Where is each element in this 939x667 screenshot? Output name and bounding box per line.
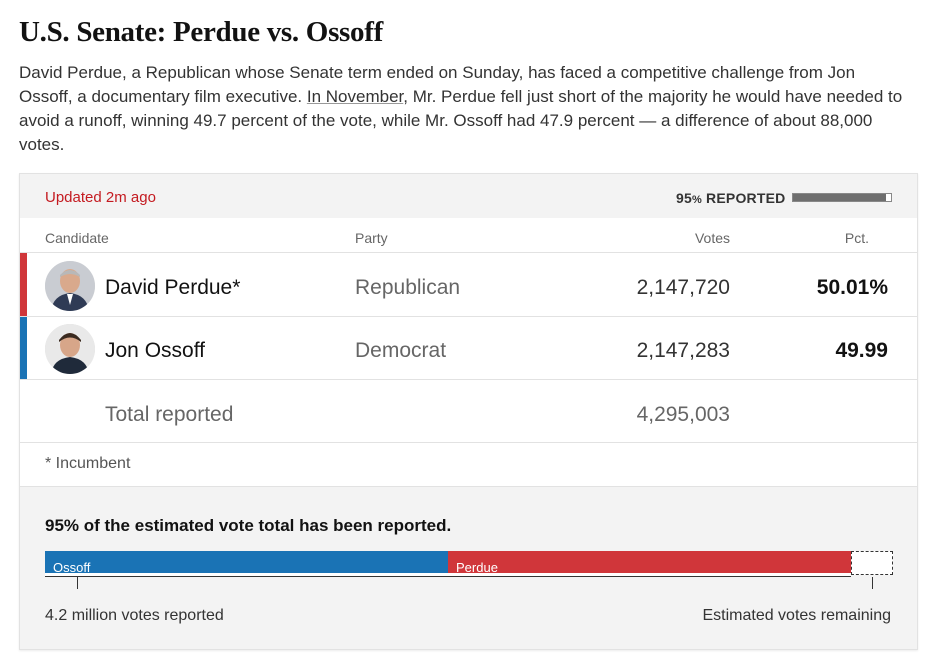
results-table: Updated 2m ago 95% REPORTED Candidate Pa…	[19, 173, 918, 650]
remaining-tick	[872, 577, 873, 589]
candidate-votes: 2,147,283	[636, 339, 730, 362]
candidate-party: Democrat	[355, 339, 447, 362]
ossoff-avatar	[45, 324, 95, 374]
vote-bar-segment-ossoff: Ossoff	[45, 551, 448, 577]
vote-bar-label: Perdue	[456, 560, 498, 575]
vote-bar-remaining	[851, 551, 893, 575]
party-color-bar	[20, 253, 27, 316]
vote-bar-baseline	[448, 573, 851, 577]
candidate-votes: 2,147,720	[636, 276, 730, 299]
reported-word: REPORTED	[701, 190, 786, 206]
estimate-title: 95% of the estimated vote total has been…	[45, 516, 452, 535]
intro-paragraph: David Perdue, a Republican whose Senate …	[19, 61, 909, 157]
column-header-party: Party	[355, 230, 388, 246]
reported-number: 95	[676, 190, 692, 206]
results-header: Updated 2m ago 95% REPORTED	[20, 174, 917, 218]
votes-reported-caption: 4.2 million votes reported	[45, 607, 224, 624]
reported-tick	[77, 577, 78, 589]
vote-bar-baseline	[45, 573, 448, 577]
intro-text-start: David Perdue, a Republican whose Senate …	[19, 63, 856, 106]
candidate-name: David Perdue*	[105, 276, 241, 299]
party-color-bar	[20, 317, 27, 379]
reported-progress-fill	[793, 194, 887, 201]
incumbent-note: * Incumbent	[45, 455, 131, 472]
updated-timestamp: Updated 2m ago	[45, 189, 156, 206]
table-row-total: Total reported 4,295,003	[20, 379, 917, 442]
candidate-name: Jon Ossoff	[105, 339, 205, 362]
vote-bar-label: Ossoff	[53, 560, 91, 575]
vote-bar-fill	[45, 551, 448, 573]
perdue-avatar	[45, 261, 95, 311]
column-header-votes: Votes	[694, 230, 730, 246]
votes-remaining-caption: Estimated votes remaining	[702, 607, 891, 624]
table-row-ossoff: Jon Ossoff Democrat 2,147,283 49.99	[20, 316, 917, 379]
candidate-pct: 49.99	[835, 339, 888, 362]
candidate-pct: 50.01%	[816, 276, 888, 299]
column-header-pct: Pct.	[844, 230, 869, 246]
estimate-vote-bar: Ossoff Perdue	[45, 551, 893, 589]
total-votes: 4,295,003	[636, 403, 730, 426]
page-title: U.S. Senate: Perdue vs. Ossoff	[19, 16, 383, 48]
column-header-candidate: Candidate	[45, 230, 109, 246]
reported-progress-bar	[792, 193, 892, 202]
in-november-link[interactable]: In November	[306, 87, 404, 106]
divider	[20, 442, 917, 443]
candidate-party: Republican	[355, 276, 461, 299]
intro-text-end: , Mr. Perdue fell just short of the majo…	[19, 87, 903, 154]
vote-bar-fill	[448, 551, 851, 573]
total-label: Total reported	[105, 403, 234, 426]
vote-bar-segment-perdue: Perdue	[448, 551, 851, 577]
reported-label: 95% REPORTED	[676, 190, 785, 206]
estimate-box: 95% of the estimated vote total has been…	[20, 486, 917, 649]
table-row-perdue: David Perdue* Republican 2,147,720 50.01…	[20, 252, 917, 316]
reported-percent-sign: %	[691, 194, 702, 206]
